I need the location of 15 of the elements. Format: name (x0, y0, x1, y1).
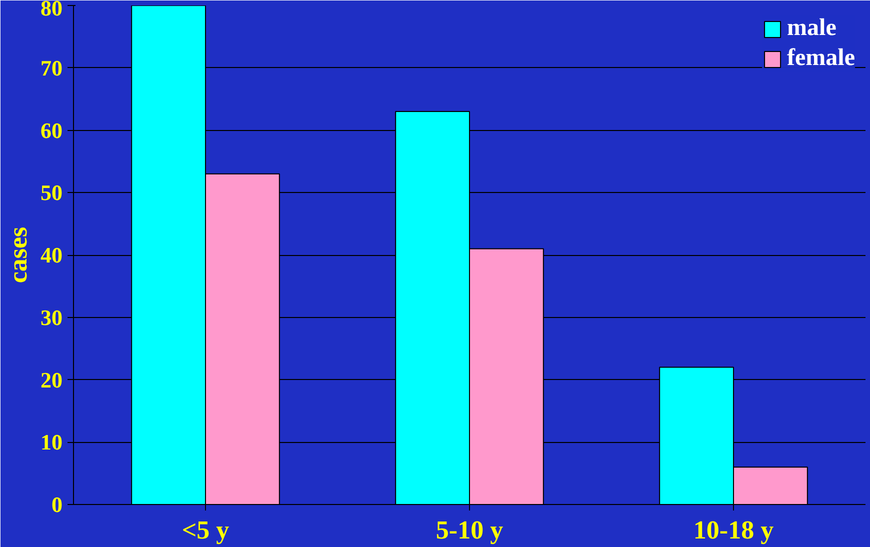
x-tick-label: 5-10 y (436, 516, 504, 544)
x-tick-label: 10-18 y (693, 516, 774, 544)
y-tick-label: 60 (40, 118, 62, 143)
y-tick-label: 70 (40, 55, 62, 80)
y-tick-label: 50 (40, 180, 62, 206)
legend-label: male (787, 15, 836, 42)
y-tick-label: 20 (40, 367, 62, 392)
legend-label: female (787, 45, 855, 72)
y-tick-label: 80 (40, 0, 62, 20)
y-tick-label: 40 (40, 242, 62, 268)
y-axis-title: cases (4, 226, 32, 284)
x-tick-label: <5 y (182, 516, 230, 544)
y-tick-label: 10 (40, 430, 62, 455)
y-tick-label: 30 (40, 304, 62, 330)
y-tick-label: 0 (52, 492, 62, 517)
